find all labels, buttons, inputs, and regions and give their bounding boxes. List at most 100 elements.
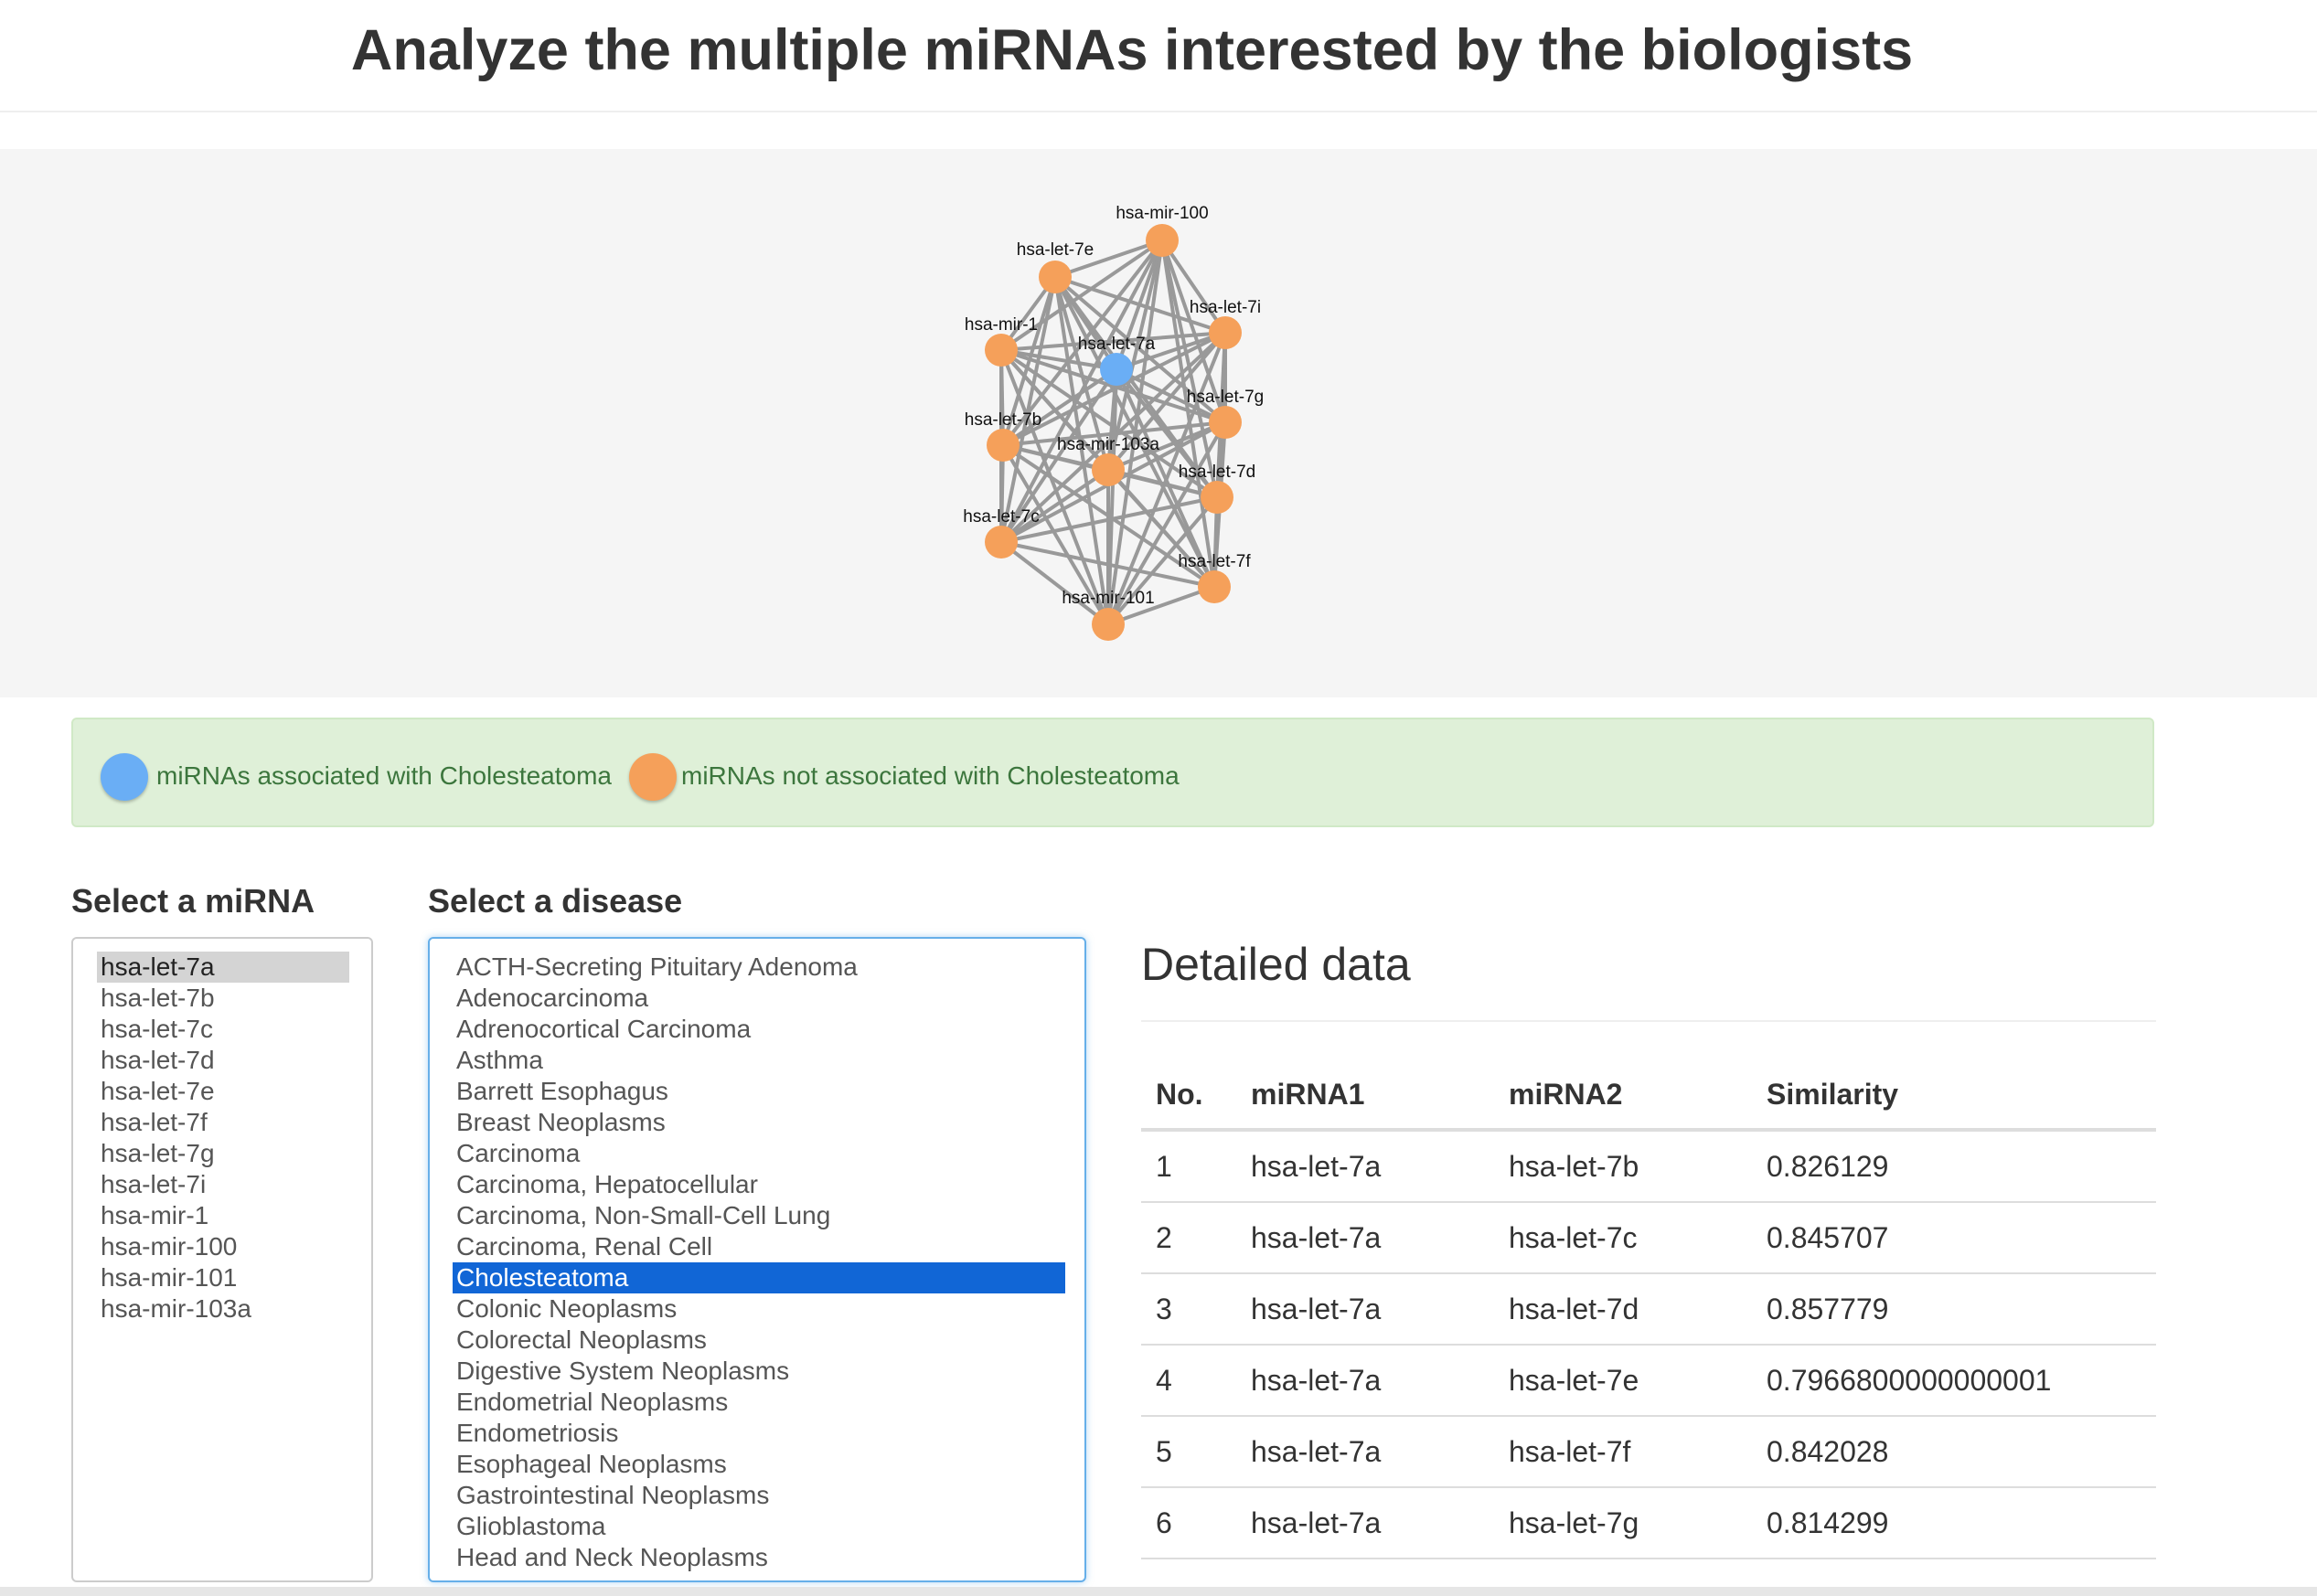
mirna-option[interactable]: hsa-mir-100 bbox=[101, 1232, 238, 1261]
title-divider bbox=[0, 111, 2317, 112]
mirna-option[interactable]: hsa-mir-101 bbox=[101, 1263, 238, 1292]
graph-node-label: hsa-mir-103a bbox=[1057, 435, 1159, 454]
mirna-option[interactable]: hsa-let-7b bbox=[101, 984, 215, 1012]
graph-node-label: hsa-let-7f bbox=[1178, 552, 1251, 571]
table-cell: 0.842028 bbox=[1752, 1416, 2156, 1488]
table-row: 1 hsa-let-7a hsa-let-7b 0.826129 bbox=[1141, 1130, 2156, 1203]
mirna-option[interactable]: hsa-let-7a bbox=[97, 952, 349, 983]
disease-option[interactable]: Cholesteatoma bbox=[453, 1262, 1065, 1293]
graph-edge bbox=[1001, 443, 1110, 626]
graph-node-hsa-let-7f[interactable] bbox=[1198, 570, 1231, 603]
mirna-option[interactable]: hsa-let-7e bbox=[101, 1077, 215, 1105]
graph-edge bbox=[1107, 585, 1215, 626]
graph-node-hsa-let-7e[interactable] bbox=[1039, 261, 1072, 293]
graph-edge bbox=[999, 349, 1110, 625]
graph-edge bbox=[1054, 239, 1163, 279]
mirna-option[interactable]: hsa-let-7g bbox=[101, 1139, 215, 1167]
graph-node-label: hsa-let-7a bbox=[1078, 335, 1156, 354]
graph-edge bbox=[1053, 275, 1227, 424]
disease-option[interactable]: ACTH-Secreting Pituitary Adenoma bbox=[456, 952, 858, 981]
disease-option[interactable]: Adenocarcinoma bbox=[456, 984, 649, 1012]
table-cell: 4 bbox=[1141, 1345, 1236, 1417]
table-cell: hsa-let-7a bbox=[1236, 1273, 1494, 1346]
mirna-option[interactable]: hsa-let-7d bbox=[101, 1046, 215, 1074]
graph-node-hsa-let-7a[interactable] bbox=[1100, 353, 1133, 386]
disease-option[interactable]: Adrenocortical Carcinoma bbox=[456, 1015, 752, 1043]
graph-edge bbox=[1106, 468, 1216, 589]
table-cell: hsa-let-7a bbox=[1236, 1130, 1494, 1203]
graph-node-hsa-let-7d[interactable] bbox=[1201, 481, 1233, 514]
detailed-data-heading: Detailed data bbox=[1141, 939, 1411, 990]
mirna-option[interactable]: hsa-mir-103a bbox=[101, 1294, 251, 1323]
table-cell: 1 bbox=[1141, 1130, 1236, 1203]
graph-edge bbox=[1000, 495, 1218, 544]
disease-option[interactable]: Breast Neoplasms bbox=[456, 1108, 666, 1136]
graph-edge bbox=[1116, 367, 1226, 424]
table-cell: 0.857779 bbox=[1752, 1273, 2156, 1346]
column-header-similarity: Similarity bbox=[1752, 1060, 2156, 1132]
table-row: 5 hsa-let-7a hsa-let-7f 0.842028 bbox=[1141, 1416, 2156, 1488]
table-cell: hsa-let-7c bbox=[1494, 1202, 1752, 1274]
table-cell: hsa-let-7b bbox=[1494, 1130, 1752, 1203]
table-header-row: No. miRNA1 miRNA2 Similarity bbox=[1141, 1060, 2156, 1132]
graph-node-hsa-mir-103a[interactable] bbox=[1092, 453, 1125, 486]
graph-edge bbox=[999, 540, 1110, 626]
disease-option[interactable]: Carcinoma, Renal Cell bbox=[456, 1232, 713, 1261]
disease-option[interactable]: Barrett Esophagus bbox=[456, 1077, 668, 1105]
graph-node-hsa-let-7g[interactable] bbox=[1209, 406, 1242, 439]
disease-select-label: Select a disease bbox=[428, 882, 683, 920]
graph-node-label: hsa-let-7g bbox=[1187, 388, 1265, 407]
disease-option[interactable]: Carcinoma, Hepatocellular bbox=[456, 1170, 758, 1198]
graph-edge bbox=[1116, 331, 1226, 371]
disease-option[interactable]: Head and Neck Neoplasms bbox=[456, 1543, 768, 1571]
table-row: 6 hsa-let-7a hsa-let-7g 0.814299 bbox=[1141, 1487, 2156, 1559]
table-cell: 2 bbox=[1141, 1202, 1236, 1274]
graph-node-hsa-mir-1[interactable] bbox=[985, 334, 1018, 367]
disease-option[interactable]: Endometrial Neoplasms bbox=[456, 1388, 729, 1416]
graph-node-hsa-let-7b[interactable] bbox=[987, 429, 1020, 462]
graph-edges bbox=[999, 239, 1227, 626]
disease-option[interactable]: Digestive System Neoplasms bbox=[456, 1357, 790, 1385]
disease-option[interactable]: Carcinoma bbox=[456, 1139, 581, 1167]
graph-edge bbox=[1000, 540, 1215, 589]
graph-nodes: hsa-mir-100 hsa-let-7e hsa-let-7i hsa-mir-1… bbox=[963, 204, 1264, 641]
graph-edge bbox=[1160, 239, 1227, 335]
graph-edge bbox=[1106, 420, 1227, 626]
table-cell: 0.7966800000000001 bbox=[1752, 1345, 2156, 1417]
graph-node-label: hsa-let-7c bbox=[963, 507, 1039, 527]
table-cell: hsa-let-7g bbox=[1494, 1487, 1752, 1559]
disease-option[interactable]: Colorectal Neoplasms bbox=[456, 1325, 707, 1354]
disease-option[interactable]: Endometriosis bbox=[456, 1419, 619, 1447]
disease-select-list[interactable]: ACTH-Secreting Pituitary Adenoma Adenocar… bbox=[428, 937, 1086, 1582]
graph-edge bbox=[1115, 368, 1216, 588]
page-title: Analyze the multiple miRNAs interested b… bbox=[350, 18, 1914, 82]
table-cell: 5 bbox=[1141, 1416, 1236, 1488]
graph-node-label: hsa-let-7d bbox=[1179, 463, 1256, 482]
disease-option[interactable]: Esophageal Neoplasms bbox=[456, 1450, 727, 1478]
graph-edge bbox=[1000, 331, 1226, 352]
disease-option[interactable]: Colonic Neoplasms bbox=[456, 1294, 678, 1323]
network-graph-panel[interactable]: hsa-mir-100 hsa-let-7e hsa-let-7i hsa-mir-1… bbox=[0, 149, 2317, 697]
disease-option[interactable]: Carcinoma, Non-Small-Cell Lung bbox=[456, 1201, 831, 1229]
legend: miRNAs associated with Cholesteatoma miR… bbox=[71, 718, 2154, 827]
mirna-option[interactable]: hsa-let-7i bbox=[101, 1170, 207, 1198]
table-cell: hsa-let-7d bbox=[1494, 1273, 1752, 1346]
disease-option[interactable]: Glioblastoma bbox=[456, 1512, 606, 1540]
mirna-option[interactable]: hsa-mir-1 bbox=[101, 1201, 209, 1229]
graph-edge bbox=[1160, 239, 1227, 423]
disease-option[interactable]: Asthma bbox=[456, 1046, 543, 1074]
graph-node-hsa-let-7c[interactable] bbox=[985, 526, 1018, 559]
graph-edge bbox=[1106, 495, 1219, 626]
table-cell: 6 bbox=[1141, 1487, 1236, 1559]
mirna-option[interactable]: hsa-let-7c bbox=[101, 1015, 213, 1043]
mirna-option[interactable]: hsa-let-7f bbox=[101, 1108, 208, 1136]
network-graph[interactable]: hsa-mir-100 hsa-let-7e hsa-let-7i hsa-mir-1… bbox=[0, 149, 2317, 697]
graph-node-hsa-mir-100[interactable] bbox=[1146, 224, 1179, 257]
graph-edge bbox=[999, 239, 1164, 352]
mirna-select-list[interactable]: hsa-let-7a hsa-let-7b hsa-let-7c hsa-let-7d… bbox=[71, 937, 373, 1582]
disease-option[interactable]: Gastrointestinal Neoplasms bbox=[456, 1481, 770, 1509]
graph-node-hsa-let-7i[interactable] bbox=[1209, 316, 1242, 349]
table-cell: 3 bbox=[1141, 1273, 1236, 1346]
graph-node-hsa-mir-101[interactable] bbox=[1092, 608, 1125, 641]
table-cell: 0.845707 bbox=[1752, 1202, 2156, 1274]
